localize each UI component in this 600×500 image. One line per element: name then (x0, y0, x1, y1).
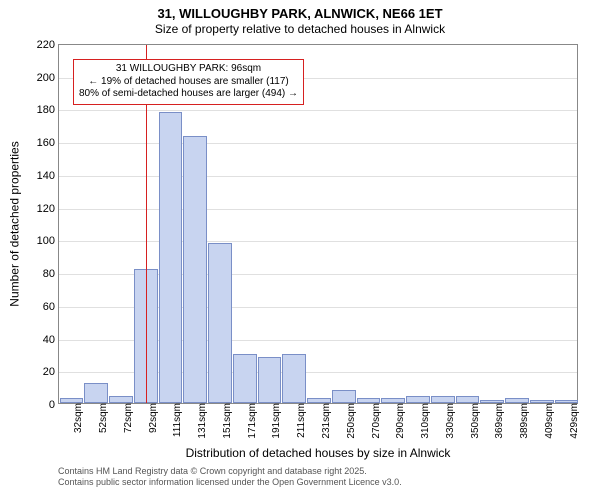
y-tick-label: 200 (27, 72, 59, 84)
x-tick-label: 330sqm (445, 403, 456, 439)
gridline (59, 110, 577, 111)
footer-line2: Contains public sector information licen… (58, 477, 578, 488)
x-tick-label: 111sqm (172, 403, 183, 437)
y-tick-label: 20 (27, 366, 59, 378)
histogram-bar (208, 243, 232, 403)
chart-subtitle: Size of property relative to detached ho… (0, 22, 600, 36)
x-tick-label: 429sqm (569, 403, 580, 439)
y-tick-label: 40 (27, 334, 59, 346)
gridline (59, 209, 577, 210)
y-tick-label: 220 (27, 39, 59, 51)
histogram-bar (183, 136, 207, 403)
histogram-bar (332, 390, 356, 403)
y-tick-label: 120 (27, 203, 59, 215)
x-tick-label: 151sqm (222, 403, 233, 439)
annotation-line3: 80% of semi-detached houses are larger (… (79, 88, 298, 101)
histogram-bar (282, 354, 306, 403)
x-tick-label: 72sqm (123, 403, 134, 433)
footer-line1: Contains HM Land Registry data © Crown c… (58, 466, 578, 477)
x-tick-label: 32sqm (73, 403, 84, 433)
annotation-line1: 31 WILLOUGHBY PARK: 96sqm (79, 63, 298, 76)
histogram-bar (159, 112, 183, 403)
gridline (59, 176, 577, 177)
x-tick-label: 389sqm (519, 403, 530, 439)
x-tick-label: 211sqm (296, 403, 307, 438)
y-tick-label: 0 (27, 399, 59, 411)
x-tick-label: 350sqm (470, 403, 481, 439)
annotation-box: 31 WILLOUGHBY PARK: 96sqm ← 19% of detac… (73, 59, 304, 105)
x-tick-label: 409sqm (544, 403, 555, 439)
y-tick-label: 100 (27, 235, 59, 247)
x-tick-label: 191sqm (271, 403, 282, 439)
x-tick-label: 231sqm (321, 403, 332, 439)
chart-container: 31, WILLOUGHBY PARK, ALNWICK, NE66 1ET S… (0, 0, 600, 500)
y-axis-label: Number of detached properties (8, 44, 22, 404)
gridline (59, 241, 577, 242)
histogram-bar (84, 383, 108, 403)
x-tick-label: 171sqm (247, 403, 258, 439)
x-tick-label: 310sqm (420, 403, 431, 439)
y-tick-label: 160 (27, 137, 59, 149)
footer-attribution: Contains HM Land Registry data © Crown c… (58, 466, 578, 488)
chart-title-address: 31, WILLOUGHBY PARK, ALNWICK, NE66 1ET (0, 6, 600, 21)
x-tick-label: 270sqm (371, 403, 382, 439)
gridline (59, 143, 577, 144)
y-tick-label: 140 (27, 170, 59, 182)
x-tick-label: 131sqm (197, 403, 208, 439)
histogram-bar (233, 354, 257, 403)
x-tick-label: 369sqm (494, 403, 505, 439)
x-tick-label: 250sqm (346, 403, 357, 439)
plot-area: 02040608010012014016018020022032sqm52sqm… (58, 44, 578, 404)
x-axis-label: Distribution of detached houses by size … (58, 446, 578, 460)
x-tick-label: 92sqm (148, 403, 159, 433)
y-tick-label: 180 (27, 104, 59, 116)
x-tick-label: 52sqm (98, 403, 109, 433)
y-tick-label: 60 (27, 301, 59, 313)
y-tick-label: 80 (27, 268, 59, 280)
x-tick-label: 290sqm (395, 403, 406, 439)
annotation-line2: ← 19% of detached houses are smaller (11… (79, 76, 298, 89)
histogram-bar (258, 357, 282, 403)
